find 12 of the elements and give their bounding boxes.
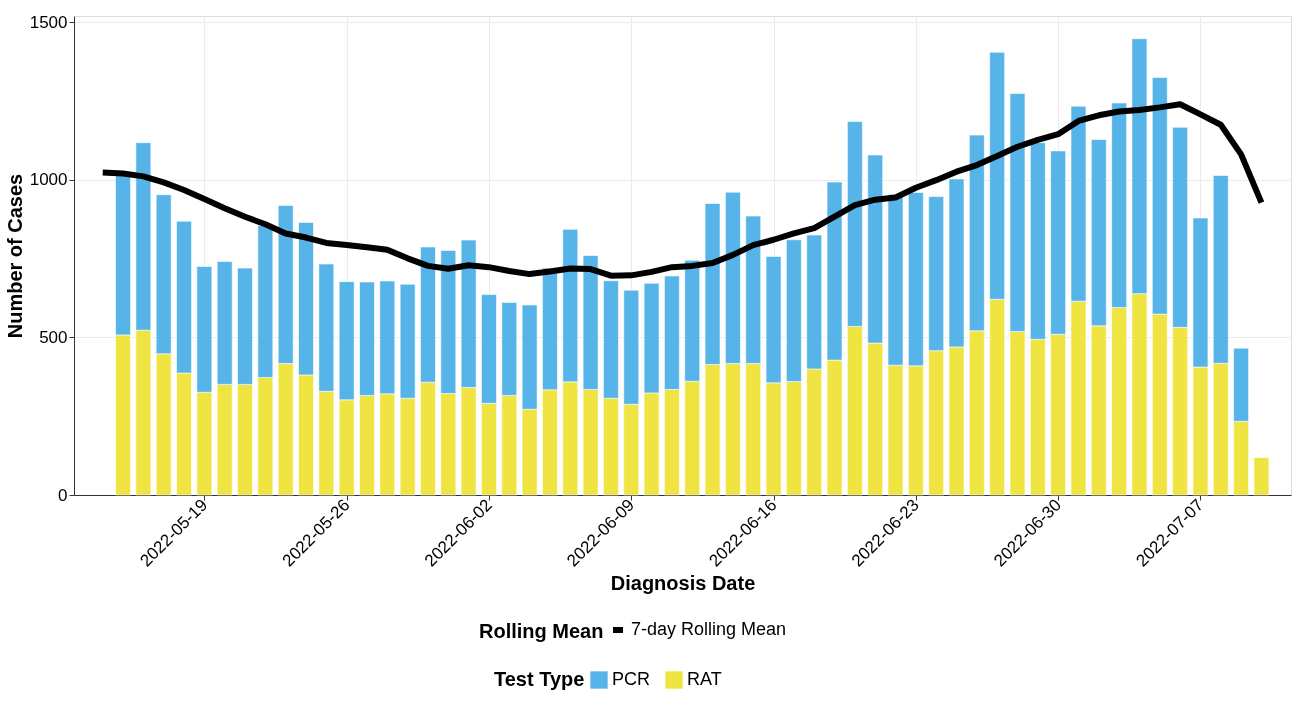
- legend-label: PCR: [612, 669, 651, 689]
- legend-label: RAT: [687, 669, 722, 689]
- y-tick-label: 1000: [29, 170, 68, 190]
- text: Test Type: [494, 668, 585, 690]
- y-axis-title: Number of Cases: [3, 173, 26, 339]
- y-tick-label: 1500: [29, 12, 68, 32]
- x-axis-title: Diagnosis Date: [610, 571, 756, 594]
- legend-label: 7-day Rolling Mean: [631, 619, 787, 639]
- bar: [1253, 457, 1270, 496]
- y-tick-label: 0: [58, 485, 68, 505]
- text: Rolling Mean: [479, 620, 604, 642]
- y-tick-label: 500: [39, 327, 68, 347]
